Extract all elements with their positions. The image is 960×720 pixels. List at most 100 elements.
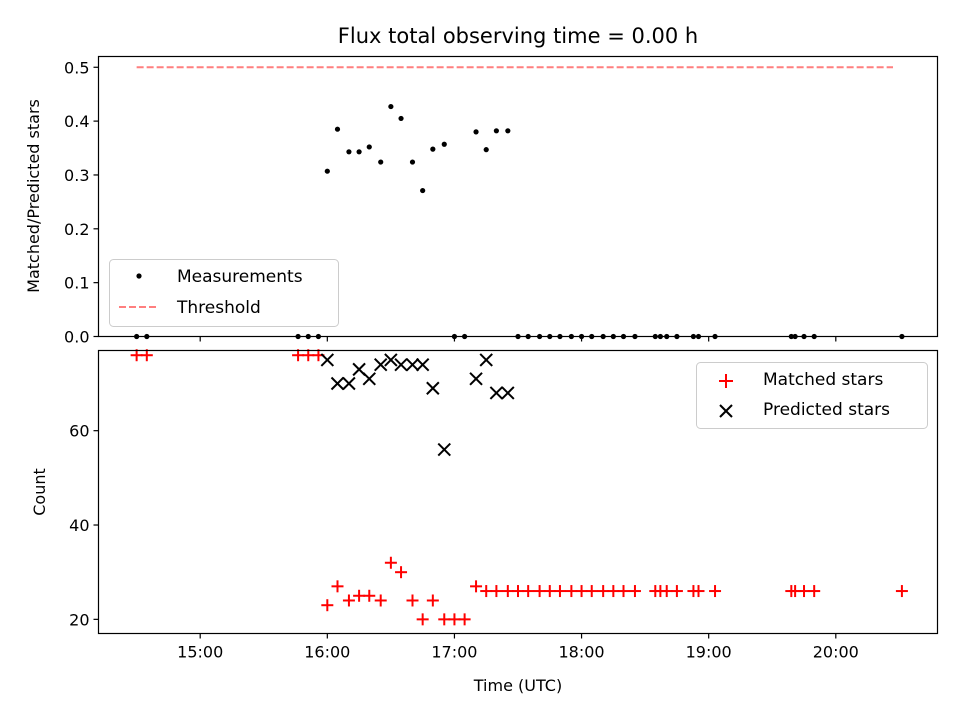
top-y-tick-label: 0.5 <box>64 58 89 77</box>
matched-stars-point <box>660 585 673 598</box>
top-y-tick-label: 0.4 <box>64 112 89 131</box>
measurements-point <box>409 159 416 165</box>
predicted-stars-point <box>479 353 493 367</box>
measurements-point <box>324 168 330 174</box>
matched-stars-point <box>692 585 705 598</box>
top-panel-title: Flux total observing time = 0.00 h <box>338 24 698 48</box>
matched-stars-point <box>575 585 588 598</box>
top-panel-y-ticks: 0.0 0.1 0.2 0.3 0.4 0.5 <box>64 58 99 347</box>
bottom-panel-y-ticks: 20 40 60 <box>69 422 99 629</box>
measurements-point <box>378 159 384 165</box>
predicted-stars-point <box>342 376 356 391</box>
measurements-point <box>473 129 479 135</box>
top-y-tick-label: 0.3 <box>64 166 89 185</box>
bottom-y-tick-label: 60 <box>69 422 89 441</box>
legend-threshold-label: Threshold <box>176 298 261 318</box>
matched-stars-point <box>522 585 535 598</box>
matched-stars-point <box>353 589 366 602</box>
bottom-panel-x-ticks: 15:00 16:00 17:00 18:00 19:00 20:00 <box>177 633 859 662</box>
top-panel-x-ticks <box>199 336 837 342</box>
bottom-panel-legend: Matched stars Predicted stars <box>696 362 928 429</box>
predicted-stars-point <box>415 357 430 372</box>
matched-stars-point <box>565 585 578 598</box>
matched-stars-point <box>416 613 429 626</box>
bottom-panel-marks <box>130 349 908 626</box>
matched-stars-point <box>895 585 908 598</box>
predicted-stars-point <box>384 353 398 367</box>
matched-stars-point <box>798 585 811 598</box>
top-y-tick-label: 0.0 <box>64 328 89 347</box>
matched-stars-point <box>406 594 419 607</box>
matched-stars-point <box>490 585 503 598</box>
matched-stars-point <box>384 556 397 569</box>
matched-stars-point <box>480 585 493 598</box>
matched-stars-point <box>709 585 722 598</box>
bottom-legend-box <box>696 362 928 429</box>
matched-stars-point <box>553 585 566 598</box>
bottom-x-tick-label: 18:00 <box>559 643 605 662</box>
matched-stars-point <box>470 580 483 593</box>
measurements-point <box>366 144 372 150</box>
measurements-point <box>356 149 362 155</box>
top-panel-frame <box>97 55 939 338</box>
predicted-stars-point <box>426 381 440 395</box>
matched-stars-point <box>458 613 471 626</box>
bottom-y-tick-label: 40 <box>69 516 89 535</box>
matched-stars-point <box>374 594 387 607</box>
matched-stars-point <box>342 594 355 607</box>
predicted-stars-point <box>394 357 408 372</box>
matched-stars-point <box>543 585 556 598</box>
matched-stars-point <box>585 585 598 598</box>
matched-stars-point <box>363 589 376 602</box>
matched-stars-point <box>331 580 344 593</box>
predicted-stars-point <box>374 357 388 372</box>
matched-stars-point <box>617 585 630 598</box>
matched-stars-point <box>438 613 451 626</box>
matched-stars-point <box>808 585 821 598</box>
measurements-point <box>483 147 489 153</box>
bottom-panel: 20 40 60 15:00 16:00 17:00 18:00 19:00 20:00 Co… <box>30 349 939 695</box>
matched-stars-point <box>597 585 610 598</box>
bottom-x-tick-label: 15:00 <box>177 643 223 662</box>
matched-stars-point <box>512 585 524 598</box>
bottom-x-tick-label: 19:00 <box>686 643 732 662</box>
measurements-point <box>420 187 426 194</box>
bottom-panel-y-label: Count <box>30 468 49 516</box>
predicted-stars-point <box>469 372 483 386</box>
matched-stars-point <box>533 585 546 598</box>
matched-stars-point <box>321 599 334 612</box>
measurements-point <box>334 126 341 132</box>
bottom-panel-x-label: Time (UTC) <box>473 676 562 695</box>
legend-matched-label: Matched stars <box>763 370 883 390</box>
top-y-tick-label: 0.2 <box>64 220 89 239</box>
matched-stars-point <box>628 585 641 598</box>
bottom-x-tick-label: 16:00 <box>304 643 350 662</box>
predicted-stars-point <box>501 386 515 400</box>
matched-stars-point <box>607 585 620 598</box>
predicted-stars-point <box>489 386 504 400</box>
measurements-point <box>430 146 436 152</box>
matched-stars-point <box>670 585 683 598</box>
measurements-point <box>505 128 511 134</box>
matched-stars-point <box>140 349 153 362</box>
measurements-point <box>398 115 404 122</box>
predicted-stars-point <box>330 376 345 391</box>
measurements-point <box>441 141 447 147</box>
predicted-stars-point <box>405 357 420 372</box>
top-y-tick-label: 0.1 <box>64 274 89 293</box>
top-legend-box <box>109 259 339 327</box>
legend-matched-marker <box>719 374 733 388</box>
bottom-panel-frame <box>97 349 939 635</box>
matched-stars-point <box>448 613 461 626</box>
matched-stars-point <box>395 566 408 579</box>
matched-stars-point <box>130 349 143 362</box>
measurements-point <box>493 128 499 134</box>
bottom-x-tick-label: 17:00 <box>431 643 477 662</box>
matched-stars-point <box>292 349 305 362</box>
predicted-stars-point <box>320 353 335 367</box>
legend-measurements-label: Measurements <box>177 267 303 287</box>
measurements-point <box>388 103 394 110</box>
measurements-point <box>346 149 352 155</box>
